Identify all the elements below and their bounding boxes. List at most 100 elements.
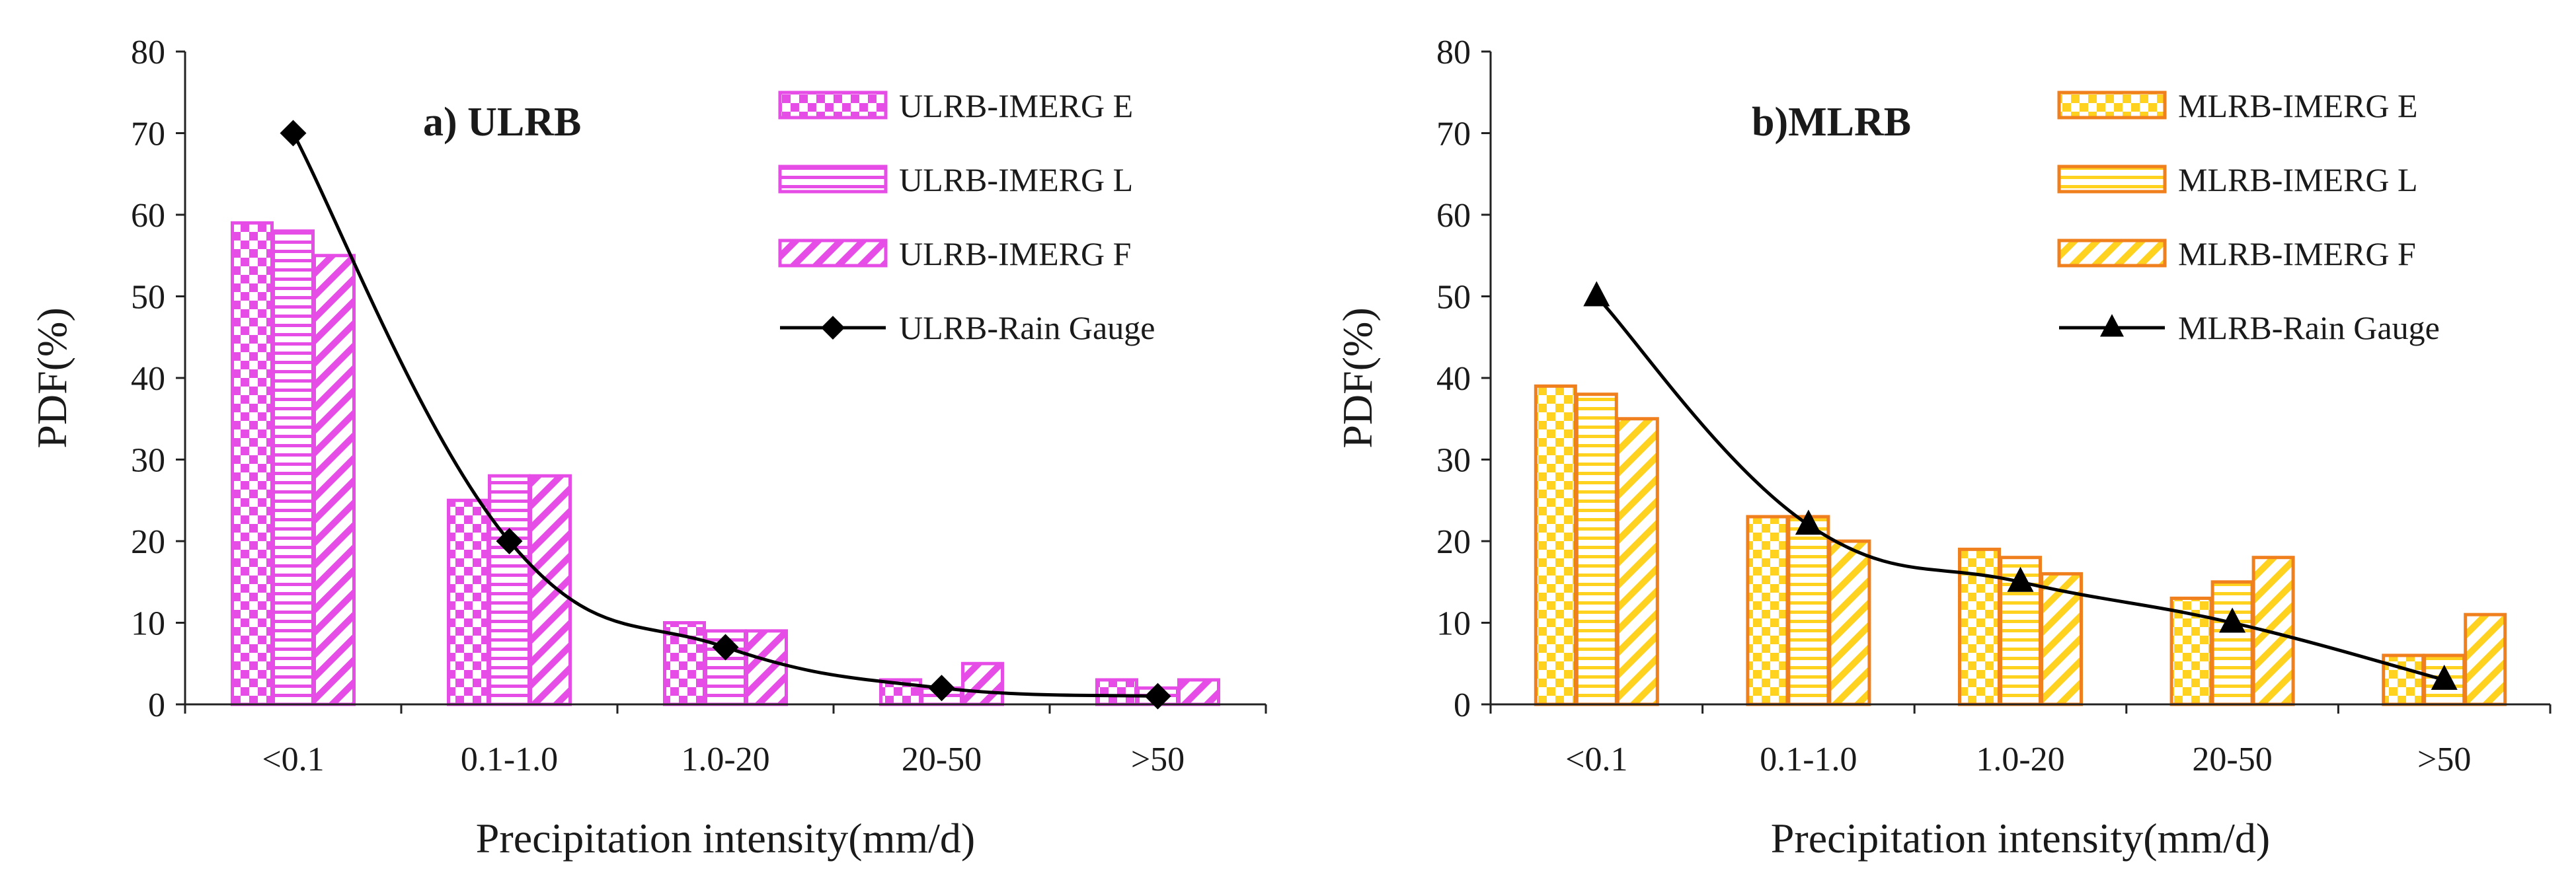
x-tick-label: 0.1-1.0 [1760,741,1857,778]
legend-item: MLRB-IMERG L [2057,161,2418,198]
bar [1787,515,1830,706]
x-tick-label: 0.1-1.0 [461,741,558,778]
rain-gauge-line-layer [1583,281,2458,690]
y-tick-label: 70 [131,116,165,153]
legend-swatch-hlines [778,165,888,194]
bar [961,661,1004,706]
legend-label: MLRB-IMERG E [2178,87,2418,124]
legend-item: MLRB-IMERG F [2057,235,2416,272]
y-tick-label: 20 [131,523,165,561]
rain-gauge-point [280,120,307,147]
y-tick-label: 30 [1436,442,1471,480]
panel-title: b)MLRB [1752,100,1911,145]
legend-swatch-hlines [2057,165,2167,194]
legend: ULRB-IMERG E ULRB-IMERG L ULRB-IMERG F U… [778,87,1155,346]
legend-label: ULRB-Rain Gauge [899,309,1155,346]
y-tick-label: 30 [131,442,165,480]
y-axis-title: PDF(%) [1334,307,1381,448]
bar-group [231,221,1220,706]
legend-swatch-checker [778,91,888,120]
x-tick-label: 1.0-20 [1976,741,2064,778]
bar [313,254,356,706]
bar [1095,678,1138,706]
chart-panel-mlrb: 0 10 20 30 40 50 60 70 80 <0.1 0.1-1.0 1.0-20 20-50… [1334,34,2552,862]
y-tick-label: 40 [131,360,165,398]
bar [1177,678,1220,706]
bar [1616,417,1659,706]
legend-marker [2100,314,2124,337]
bar [2210,580,2254,706]
bar [1828,539,1871,706]
x-tick-label: <0.1 [1565,741,1627,778]
bar [529,474,572,706]
legend: MLRB-IMERG E MLRB-IMERG L MLRB-IMERG F M… [2057,87,2440,346]
bar [2464,613,2507,706]
y-tick-label: 20 [1436,523,1471,561]
bar [1575,392,1618,706]
rain-gauge-point [2431,664,2458,690]
y-tick-label: 10 [131,605,165,643]
rain-gauge-line-layer [280,120,1171,710]
bar [231,221,274,706]
rain-gauge-line [292,132,1158,698]
legend-swatch-diagonal [778,239,888,268]
y-ticks: 0 10 20 30 40 50 60 70 80 [1436,34,1491,724]
legend-item: ULRB-IMERG L [778,161,1133,198]
legend-swatch-diagonal [2057,239,2167,268]
rain-gauge-point [2007,566,2034,592]
x-axis-title: Precipitation intensity(mm/d) [1771,815,2270,862]
x-tick-label: >50 [1131,741,1185,778]
bar [488,474,531,706]
chart-panel-ulrb: 0 10 20 30 40 50 60 70 80 <0.1 0.1-1.0 1.0-20 20-50… [28,34,1267,862]
y-tick-label: 80 [131,34,165,71]
y-tick-label: 0 [148,687,165,724]
x-ticks: <0.1 0.1-1.0 1.0-20 20-50 >50 [184,704,1267,778]
x-tick-label: <0.1 [262,741,324,778]
rain-gauge-point [1583,281,1610,307]
legend-label: MLRB-Rain Gauge [2178,309,2440,346]
rain-gauge-point [496,528,523,554]
x-tick-label: 1.0-20 [681,741,769,778]
bar [447,498,490,706]
y-tick-label: 10 [1436,605,1471,643]
bar [2040,572,2083,706]
legend-label: MLRB-IMERG F [2178,235,2416,272]
y-axis-title: PDF(%) [28,307,75,448]
rain-gauge-point [1144,683,1171,710]
y-tick-label: 50 [131,279,165,317]
legend-item: MLRB-IMERG E [2057,87,2418,124]
legend-item: ULRB-IMERG F [778,235,1131,272]
y-tick-label: 0 [1454,687,1471,724]
rain-gauge-point [1795,509,1822,535]
legend-marker [821,316,845,340]
bar [1746,515,1789,706]
bar [745,629,788,706]
legend-item: ULRB-IMERG E [778,87,1133,124]
legend-label: ULRB-IMERG F [899,235,1131,272]
legend-item: MLRB-Rain Gauge [2059,309,2440,346]
x-axis-title: Precipitation intensity(mm/d) [476,815,975,862]
x-tick-label: 20-50 [2192,741,2272,778]
bar [1534,384,1577,706]
legend-label: ULRB-IMERG L [899,161,1133,198]
rain-gauge-point [712,634,739,661]
y-ticks: 0 10 20 30 40 50 60 70 80 [131,34,185,724]
y-tick-label: 40 [1436,360,1471,398]
x-tick-label: 20-50 [902,741,982,778]
x-ticks: <0.1 0.1-1.0 1.0-20 20-50 >50 [1489,704,2552,778]
y-tick-label: 60 [131,197,165,235]
y-tick-label: 50 [1436,279,1471,317]
legend-swatch-checker [2057,91,2167,120]
rain-gauge-point [928,675,955,702]
bar [272,229,315,706]
legend-label: MLRB-IMERG L [2178,161,2418,198]
legend-item: ULRB-Rain Gauge [780,309,1155,346]
y-tick-label: 80 [1436,34,1471,71]
y-tick-label: 60 [1436,197,1471,235]
x-tick-label: >50 [2417,741,2471,778]
rain-gauge-point [2219,607,2246,633]
panel-title: a) ULRB [423,100,581,145]
y-tick-label: 70 [1436,116,1471,153]
legend-label: ULRB-IMERG E [899,87,1133,124]
